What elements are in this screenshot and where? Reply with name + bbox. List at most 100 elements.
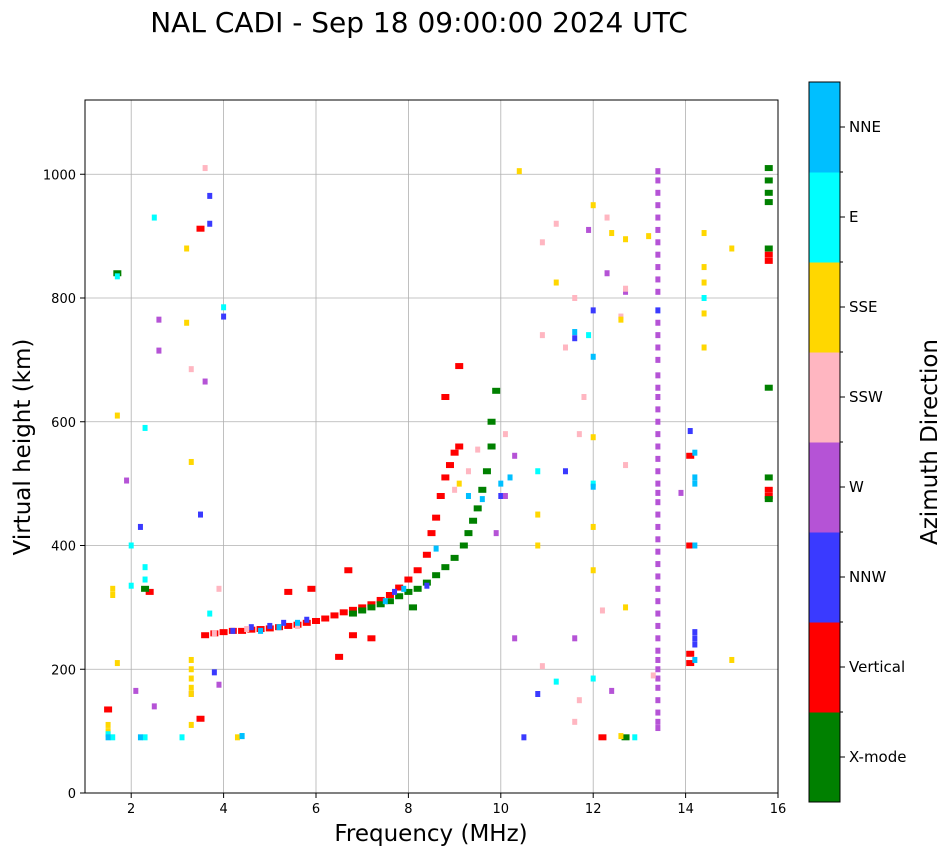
data-point (207, 220, 213, 227)
data-point (307, 585, 316, 592)
series-ssw (188, 165, 656, 725)
data-point (562, 344, 568, 351)
data-point (535, 511, 541, 518)
data-point (609, 687, 615, 694)
plot-area: 2 4 6 8 10 12 14 16 0 200 400 600 800 1000 (43, 99, 786, 817)
data-point (114, 412, 120, 419)
data-point (445, 462, 454, 469)
data-point (382, 598, 388, 605)
data-point (145, 588, 154, 595)
data-point (655, 511, 661, 518)
data-point (465, 468, 471, 475)
data-point (655, 635, 661, 642)
x-tick-label: 14 (677, 802, 694, 817)
x-tick-label: 8 (404, 802, 412, 817)
data-point (502, 431, 508, 438)
data-point (464, 530, 473, 537)
data-point (576, 697, 582, 704)
data-point (114, 273, 120, 280)
data-point (655, 610, 661, 617)
colorbar-segment (809, 442, 840, 533)
data-point (586, 226, 592, 233)
data-point (427, 530, 436, 537)
data-point (358, 607, 367, 614)
data-point (422, 579, 431, 586)
data-point (655, 548, 661, 555)
data-point (764, 493, 773, 499)
data-point (590, 567, 596, 574)
colorbar-tick-label: NNE (849, 118, 881, 136)
data-point (764, 177, 773, 184)
data-point (344, 567, 353, 574)
data-point (179, 734, 185, 741)
data-point (581, 394, 587, 400)
data-point (655, 239, 661, 246)
data-point (455, 443, 464, 450)
data-point (142, 734, 148, 741)
data-point (686, 650, 695, 657)
data-point (238, 627, 247, 634)
data-point (188, 675, 194, 682)
data-point (655, 332, 661, 339)
data-point (348, 610, 357, 617)
data-point (535, 691, 541, 697)
x-tick-label: 12 (585, 802, 602, 817)
data-point (221, 304, 227, 311)
data-point (655, 561, 661, 568)
data-point (230, 627, 236, 634)
data-point (590, 483, 596, 490)
data-point (686, 542, 695, 549)
series-w (124, 168, 684, 732)
data-point (479, 496, 485, 503)
data-point (207, 610, 213, 617)
data-point (553, 678, 559, 685)
data-point (281, 619, 287, 626)
series-vertical (104, 225, 773, 741)
data-point (455, 363, 464, 370)
data-point (498, 480, 504, 487)
data-point (586, 332, 592, 339)
data-point (105, 734, 111, 741)
data-point (142, 424, 148, 431)
data-point (576, 431, 582, 438)
data-point (105, 721, 111, 728)
data-point (216, 585, 222, 592)
data-point (248, 624, 254, 631)
data-point (392, 588, 398, 595)
data-point (367, 635, 376, 642)
data-point (655, 489, 661, 496)
data-point (452, 486, 458, 493)
data-point (764, 474, 773, 481)
data-point (219, 629, 228, 636)
data-point (539, 332, 545, 339)
data-point (110, 592, 116, 598)
data-point (422, 551, 431, 558)
data-point (201, 632, 210, 639)
data-point (623, 604, 629, 611)
data-point (655, 319, 661, 326)
data-point (234, 734, 240, 741)
data-point (114, 660, 120, 667)
data-point (284, 622, 293, 629)
colorbar-segment (809, 262, 840, 353)
data-point (764, 251, 773, 258)
data-point (207, 192, 213, 199)
y-axis-label: Virtual height (km) (10, 339, 36, 556)
data-point (312, 617, 320, 624)
data-point (465, 493, 471, 499)
data-point (572, 295, 578, 301)
data-point (493, 530, 499, 537)
data-point (395, 593, 404, 600)
colorbar-tick-label: X-mode (849, 748, 906, 766)
data-point (413, 585, 422, 592)
data-point (655, 585, 661, 592)
colorbar-frame (808, 81, 841, 803)
data-point (404, 588, 413, 595)
data-point (459, 542, 468, 549)
data-point (436, 493, 445, 499)
data-point (729, 656, 735, 663)
data-point (441, 564, 450, 571)
data-point (572, 635, 578, 642)
series-sse (105, 168, 735, 741)
data-point (692, 641, 698, 648)
